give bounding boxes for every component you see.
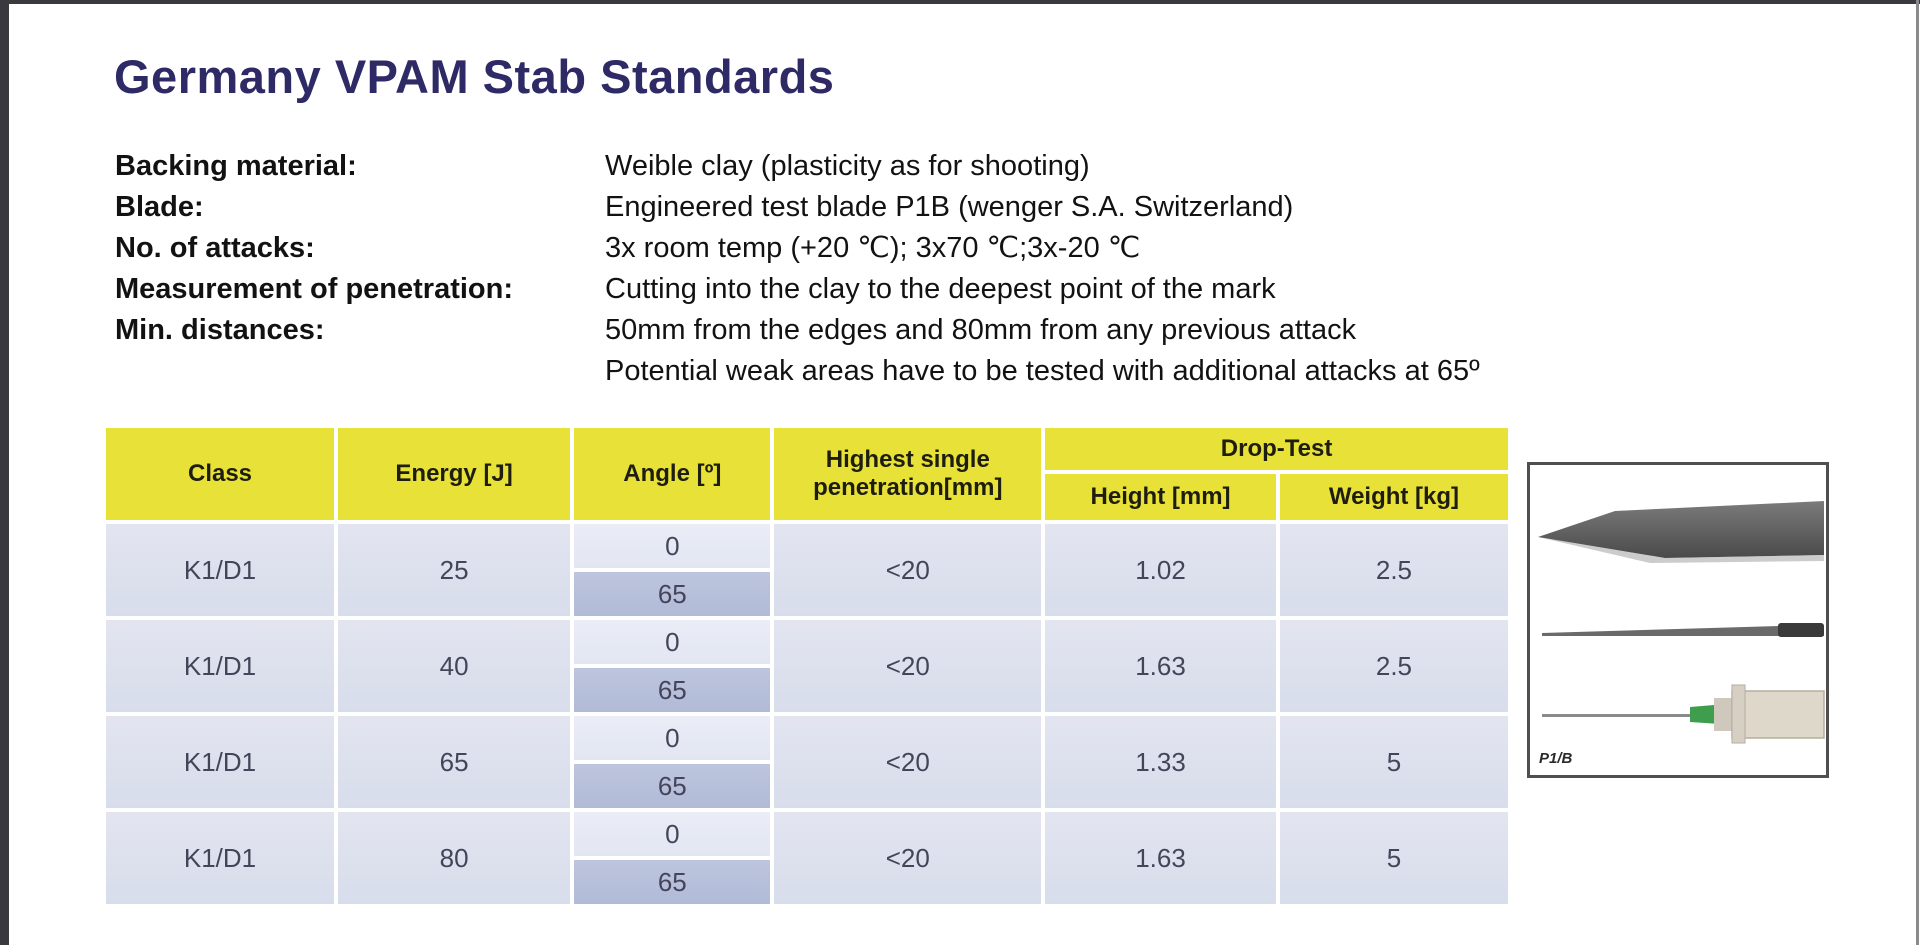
- spec-label: No. of attacks:: [115, 232, 315, 264]
- cell-energy: 25: [338, 524, 571, 616]
- cell-class: K1/D1: [106, 716, 335, 808]
- col-header-angle: Angle [º]: [574, 428, 771, 520]
- cell-penetration: <20: [774, 716, 1042, 808]
- syringe-icon: [1542, 684, 1825, 744]
- spec-value: Cutting into the clay to the deepest poi…: [605, 273, 1276, 305]
- blade-figure-image: [1538, 501, 1825, 744]
- table-row: 65: [106, 572, 1508, 616]
- cell-penetration: <20: [774, 524, 1042, 616]
- frame-top-border: [0, 0, 1920, 4]
- spec-row-attacks: No. of attacks: 3x room temp (+20 ℃); 3x…: [115, 228, 1480, 269]
- cell-height: 1.33: [1045, 716, 1276, 808]
- cell-energy: 40: [338, 620, 571, 712]
- figure-caption: P1/B: [1539, 750, 1573, 767]
- spec-value: Potential weak areas have to be tested w…: [605, 355, 1480, 387]
- cell-angle-0: 0: [574, 716, 771, 760]
- cell-angle-65: 65: [574, 572, 771, 616]
- spec-value: 50mm from the edges and 80mm from any pr…: [605, 314, 1357, 346]
- spec-value: 3x room temp (+20 ℃); 3x70 ℃;3x-20 ℃: [605, 232, 1141, 264]
- table-row: 65: [106, 668, 1508, 712]
- standards-table: Class Energy [J] Angle [º] Highest singl…: [102, 424, 1512, 908]
- cell-weight: 2.5: [1279, 524, 1508, 616]
- cell-weight: 5: [1279, 716, 1508, 808]
- cell-weight: 2.5: [1279, 620, 1508, 712]
- spec-list: Backing material: Weible clay (plasticit…: [115, 146, 1480, 392]
- cell-class: K1/D1: [106, 620, 335, 712]
- table-row: K1/D1 65 0 <20 1.33 5: [106, 716, 1508, 808]
- spec-label: Min. distances:: [115, 314, 325, 346]
- col-header-height: Height [mm]: [1045, 474, 1276, 520]
- spec-row-measurement: Measurement of penetration: Cutting into…: [115, 269, 1480, 310]
- spec-row-weak-areas: Potential weak areas have to be tested w…: [115, 351, 1480, 392]
- spec-value: Weible clay (plasticity as for shooting): [605, 150, 1090, 182]
- table-row: K1/D1 40 0 <20 1.63 2.5: [106, 620, 1508, 712]
- table-row: 65: [106, 860, 1508, 904]
- col-header-class: Class: [106, 428, 335, 520]
- cell-angle-65: 65: [574, 668, 771, 712]
- spec-label: Backing material:: [115, 150, 357, 182]
- frame-left-border: [0, 0, 9, 945]
- spec-value: Engineered test blade P1B (wenger S.A. S…: [605, 191, 1294, 223]
- col-header-penetration: Highest single penetration[mm]: [774, 428, 1042, 520]
- frame-right-border: [1916, 0, 1919, 945]
- page-title: Germany VPAM Stab Standards: [114, 50, 835, 104]
- col-header-weight: Weight [kg]: [1279, 474, 1508, 520]
- cell-class: K1/D1: [106, 812, 335, 904]
- spec-label: [115, 351, 605, 392]
- col-header-drop-test: Drop-Test: [1045, 428, 1508, 470]
- spec-label: Measurement of penetration:: [115, 273, 513, 305]
- cell-penetration: <20: [774, 812, 1042, 904]
- cell-energy: 65: [338, 716, 571, 808]
- cell-angle-65: 65: [574, 860, 771, 904]
- blade-icon: [1538, 501, 1824, 563]
- spec-label: Blade:: [115, 191, 204, 223]
- spec-row-backing-material: Backing material: Weible clay (plasticit…: [115, 146, 1480, 187]
- cell-weight: 5: [1279, 812, 1508, 904]
- cell-height: 1.63: [1045, 812, 1276, 904]
- cell-angle-65: 65: [574, 764, 771, 808]
- spec-row-min-distances: Min. distances: 50mm from the edges and …: [115, 310, 1480, 351]
- cell-class: K1/D1: [106, 524, 335, 616]
- cell-energy: 80: [338, 812, 571, 904]
- cell-height: 1.02: [1045, 524, 1276, 616]
- cell-angle-0: 0: [574, 812, 771, 856]
- col-header-energy: Energy [J]: [338, 428, 571, 520]
- table-row: 65: [106, 764, 1508, 808]
- cell-angle-0: 0: [574, 620, 771, 664]
- cell-penetration: <20: [774, 620, 1042, 712]
- spike-icon: [1542, 623, 1824, 637]
- spec-row-blade: Blade: Engineered test blade P1B (wenger…: [115, 187, 1480, 228]
- table-row: K1/D1 25 0 <20 1.02 2.5: [106, 524, 1508, 616]
- blade-figure: P1/B: [1527, 462, 1829, 778]
- table-row: K1/D1 80 0 <20 1.63 5: [106, 812, 1508, 904]
- cell-height: 1.63: [1045, 620, 1276, 712]
- cell-angle-0: 0: [574, 524, 771, 568]
